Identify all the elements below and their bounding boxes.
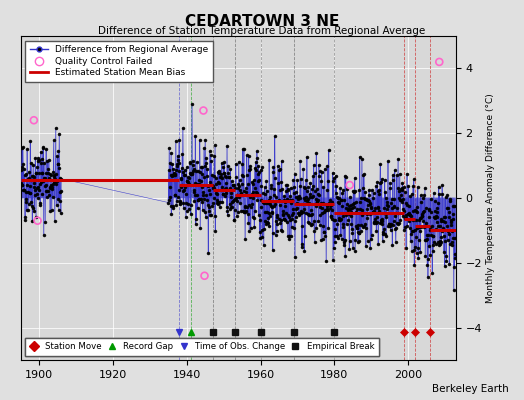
Point [34, 218, 42, 224]
Text: Difference of Station Temperature Data from Regional Average: Difference of Station Temperature Data f… [99, 26, 425, 36]
Point [200, 272, 209, 279]
Point [199, 107, 208, 114]
Text: CEDARTOWN 3 NE: CEDARTOWN 3 NE [185, 14, 339, 29]
Point [30, 117, 38, 124]
Point [435, 59, 443, 65]
Text: Berkeley Earth: Berkeley Earth [432, 384, 508, 394]
Legend: Station Move, Record Gap, Time of Obs. Change, Empirical Break: Station Move, Record Gap, Time of Obs. C… [25, 338, 378, 356]
Point [345, 182, 354, 188]
Y-axis label: Monthly Temperature Anomaly Difference (°C): Monthly Temperature Anomaly Difference (… [486, 93, 495, 303]
